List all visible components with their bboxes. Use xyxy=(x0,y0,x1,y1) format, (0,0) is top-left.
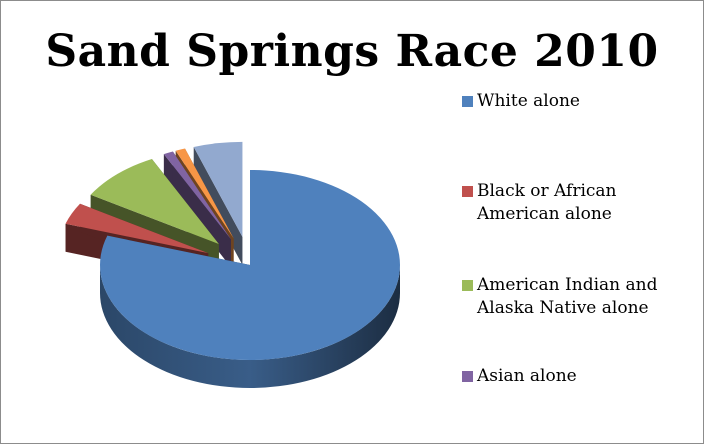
legend-label-line: American alone xyxy=(477,204,612,224)
legend-label-line: White alone xyxy=(477,91,580,111)
legend-label: Black or African American alone xyxy=(477,180,697,226)
legend-label: American Indian and Alaska Native alone xyxy=(477,274,697,320)
legend-swatch xyxy=(462,280,473,291)
legend-label: White alone xyxy=(477,90,697,113)
legend-label-line: Black or African xyxy=(477,181,617,201)
legend-label-line: Alaska Native alone xyxy=(477,298,649,318)
legend-label-line: Asian alone xyxy=(477,366,577,386)
legend-swatch xyxy=(462,186,473,197)
legend-label: Asian alone xyxy=(477,365,697,388)
legend-swatch xyxy=(462,96,473,107)
legend-swatch xyxy=(462,371,473,382)
legend-label-line: American Indian and xyxy=(477,275,658,295)
pie-slice-1 xyxy=(100,170,400,388)
chart-title: Sand Springs Race 2010 xyxy=(45,26,659,77)
